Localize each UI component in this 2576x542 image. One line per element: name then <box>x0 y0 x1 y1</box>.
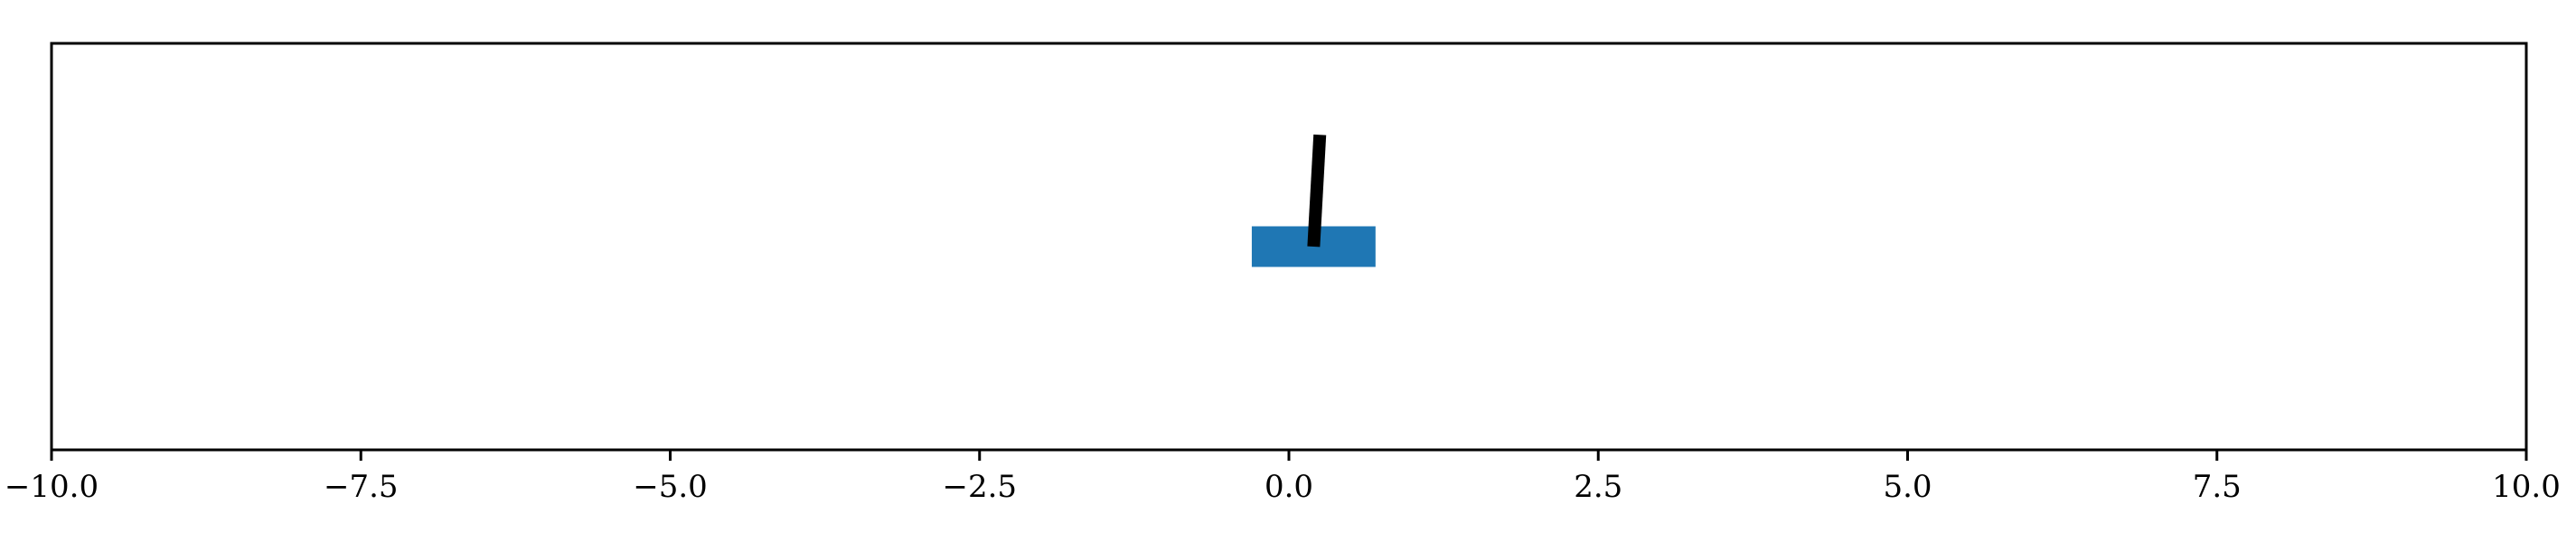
x-tick-label: 10.0 <box>2492 469 2561 505</box>
x-tick-label: −2.5 <box>942 469 1017 505</box>
x-tick-label: −5.0 <box>633 469 708 505</box>
x-tick-label: −7.5 <box>324 469 399 505</box>
pole <box>1307 134 1327 248</box>
x-tick-label: 0.0 <box>1264 469 1313 505</box>
x-tick-label: 2.5 <box>1574 469 1622 505</box>
x-tick-label: 7.5 <box>2193 469 2242 505</box>
x-tick-label: −10.0 <box>5 469 99 505</box>
x-axis-ticks: −10.0 −7.5 −5.0 −2.5 0.0 2.5 5.0 7.5 10.0 <box>5 450 2561 505</box>
scene-objects <box>1251 134 1376 267</box>
plot-frame <box>50 42 2528 452</box>
x-tick-label: 5.0 <box>1883 469 1932 505</box>
